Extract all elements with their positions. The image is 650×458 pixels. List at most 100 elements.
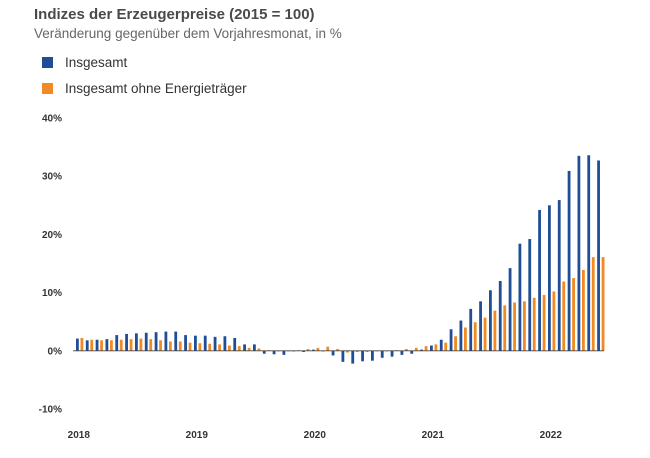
bar-insgesamt — [341, 350, 345, 362]
bar-insgesamt — [76, 338, 79, 351]
bar-ohne-energie — [336, 349, 339, 351]
y-tick-label: 20% — [42, 230, 62, 241]
bar-ohne-energie — [355, 350, 359, 352]
bar-insgesamt — [498, 280, 502, 351]
bar-insgesamt — [233, 338, 237, 351]
bar-ohne-energie — [326, 346, 330, 351]
bar-ohne-energie — [532, 297, 536, 351]
x-tick-label: 2018 — [68, 430, 91, 441]
bar-insgesamt — [518, 243, 522, 351]
bar-insgesamt — [174, 331, 178, 351]
y-tick-label: 30% — [42, 172, 62, 183]
bar-insgesamt — [164, 331, 168, 351]
bar-insgesamt — [380, 350, 384, 358]
bar-ohne-energie — [218, 344, 221, 351]
bar-insgesamt — [184, 335, 187, 351]
bar-ohne-energie — [365, 350, 369, 352]
bar-ohne-energie — [129, 339, 133, 351]
bar-insgesamt — [262, 350, 266, 354]
bar-ohne-energie — [149, 339, 153, 351]
bar-insgesamt — [371, 350, 374, 361]
bar-insgesamt — [253, 344, 256, 351]
bar-insgesamt — [125, 333, 128, 351]
bar-ohne-energie — [228, 345, 231, 351]
bar-insgesamt — [587, 155, 591, 351]
bar-insgesamt — [312, 349, 315, 351]
bar-insgesamt — [410, 350, 414, 354]
bar-ohne-energie — [90, 339, 94, 351]
bar-insgesamt — [597, 160, 600, 351]
bar-ohne-energie — [444, 342, 448, 351]
bar-ohne-energie — [159, 340, 162, 351]
bar-insgesamt — [439, 339, 443, 351]
bar-ohne-energie — [601, 257, 605, 351]
legend-swatch-ohne-energie — [42, 82, 53, 94]
bar-insgesamt — [567, 170, 571, 351]
bar-ohne-energie — [208, 343, 212, 351]
bar-insgesamt — [115, 335, 119, 351]
bar-ohne-energie — [346, 350, 349, 353]
bar-insgesamt — [469, 308, 473, 351]
bar-ohne-energie — [523, 301, 526, 351]
x-tick-label: 2019 — [186, 430, 209, 441]
bar-insgesamt — [223, 336, 227, 351]
bar-insgesamt — [85, 340, 89, 351]
bar-insgesamt — [95, 339, 99, 351]
bar-ohne-energie — [454, 336, 457, 351]
bar-ohne-energie — [582, 269, 585, 351]
bar-insgesamt — [557, 200, 561, 351]
bar-insgesamt — [361, 350, 364, 362]
bar-insgesamt — [213, 336, 217, 351]
bar-ohne-energie — [434, 344, 438, 351]
legend-label-ohne-energie: Insgesamt ohne Energieträger — [65, 80, 247, 96]
bar-ohne-energie — [572, 278, 575, 351]
bar-ohne-energie — [139, 338, 143, 351]
bar-insgesamt — [331, 350, 335, 356]
bar-insgesamt — [508, 268, 512, 351]
bar-insgesamt — [479, 301, 482, 351]
bar-ohne-energie — [464, 327, 467, 351]
bar-ohne-energie — [503, 305, 507, 351]
bar-ohne-energie — [483, 317, 487, 351]
bar-ohne-energie — [414, 347, 418, 351]
bar-insgesamt — [272, 350, 276, 355]
bar-ohne-energie — [247, 347, 251, 351]
bar-insgesamt — [390, 350, 394, 357]
bar-ohne-energie — [316, 347, 320, 351]
chart-subtitle: Veränderung gegenüber dem Vorjahresmonat… — [34, 26, 342, 41]
bar-insgesamt — [489, 290, 492, 351]
bar-ohne-energie — [405, 349, 408, 351]
bar-insgesamt — [459, 320, 463, 351]
bar-insgesamt — [449, 329, 453, 351]
legend-label-insgesamt: Insgesamt — [65, 54, 128, 70]
bar-insgesamt — [351, 350, 355, 364]
legend-swatch-insgesamt — [42, 56, 53, 68]
bar-ohne-energie — [493, 310, 497, 351]
legend-item-ohne-energie: Insgesamt ohne Energieträger — [42, 76, 247, 100]
chart-legend: Insgesamt Insgesamt ohne Energieträger — [42, 50, 247, 102]
bar-insgesamt — [430, 345, 433, 351]
x-tick-label: 2022 — [540, 430, 563, 441]
y-tick-label: -10% — [39, 405, 62, 416]
bar-ohne-energie — [306, 349, 310, 351]
bar-insgesamt — [538, 209, 541, 351]
bar-ohne-energie — [119, 339, 123, 351]
bar-ohne-energie — [424, 346, 428, 351]
bar-insgesamt — [105, 339, 109, 351]
bar-ohne-energie — [513, 302, 516, 351]
bar-insgesamt — [243, 344, 246, 351]
bar-insgesamt — [528, 239, 532, 351]
bar-ohne-energie — [591, 257, 595, 351]
bar-insgesamt — [135, 333, 138, 351]
bar-insgesamt — [194, 335, 197, 351]
bar-ohne-energie — [169, 341, 172, 351]
bar-ohne-energie — [80, 338, 84, 351]
bar-ohne-energie — [552, 291, 556, 351]
bar-insgesamt — [203, 335, 207, 351]
bar-ohne-energie — [237, 346, 241, 351]
bar-insgesamt — [548, 205, 551, 351]
bar-ohne-energie — [562, 281, 566, 351]
legend-item-insgesamt: Insgesamt — [42, 50, 247, 74]
y-tick-label: 10% — [42, 288, 62, 299]
